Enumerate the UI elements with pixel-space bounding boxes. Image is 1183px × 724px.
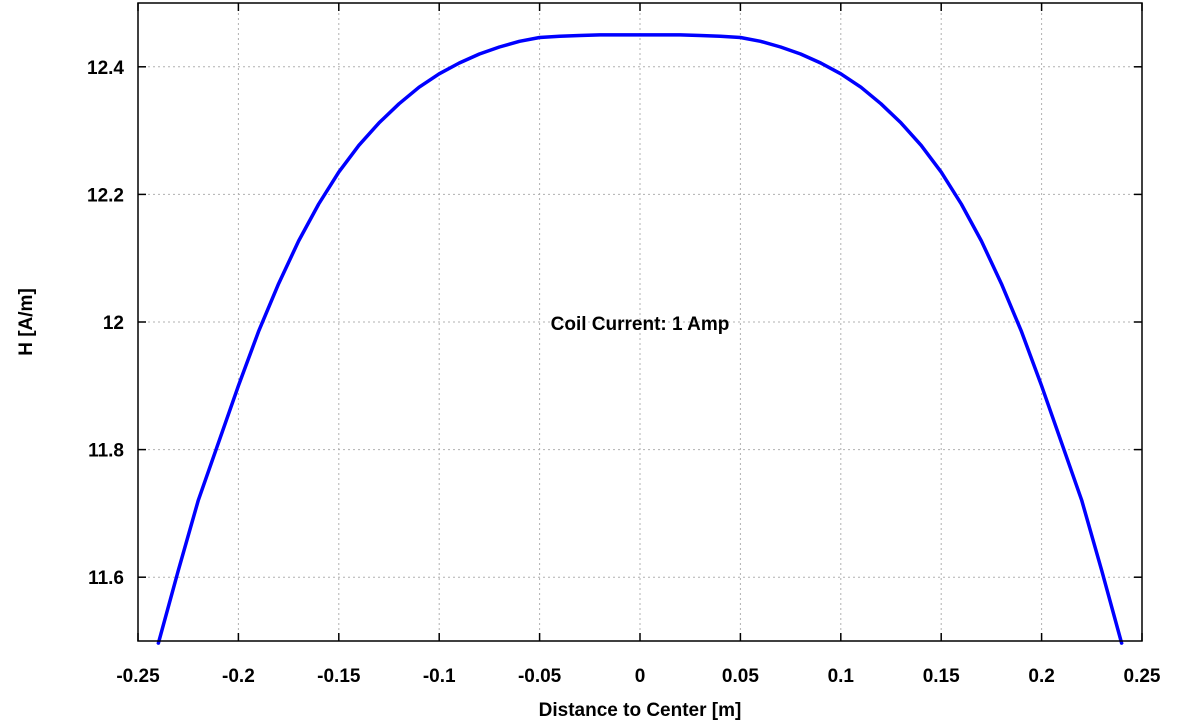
x-tick-label: -0.25 [116,666,160,687]
series-point [739,36,742,39]
x-axis-tick-labels: -0.25 -0.2 -0.15 -0.1 -0.05 0 0.05 0.1 0.15 0.2 0.… [116,666,1161,687]
series-point [980,240,983,242]
series-point [779,46,782,48]
x-tick-label: 0.1 [828,666,855,687]
series-point [840,73,842,75]
series-point [398,103,400,105]
series-point [1020,330,1023,333]
y-tick-label: 12.4 [87,58,124,79]
y-axis-label: H [A/m] [16,288,37,356]
x-tick-label: -0.1 [423,666,456,687]
series-point [759,40,762,43]
series-point [317,203,320,205]
series-point [880,103,882,105]
plot-area [156,33,1124,645]
plot-frame [137,2,1143,642]
series-point [1000,282,1003,285]
series-point [578,34,581,37]
series-point [1101,570,1103,572]
x-tick-label: 0.05 [722,666,759,687]
series-point [1040,385,1043,387]
x-axis-label: Distance to Center [m] [539,700,742,721]
series-point [177,570,179,572]
series-point [900,122,902,124]
series-point [920,144,922,147]
x-tick-label: 0 [635,666,646,687]
series-point [378,122,380,124]
series-point [699,34,702,37]
grid [138,3,1142,641]
series-point [257,330,260,333]
series-point [458,62,461,64]
series-point [819,62,822,64]
series-point [518,40,521,43]
series-point [960,203,963,205]
x-tick-label: 0.2 [1028,666,1054,687]
series-point [860,86,862,89]
series-point [197,499,200,502]
series-point [498,46,501,48]
series-point [1080,499,1083,502]
y-tick-label: 11.8 [88,441,124,462]
series-point [438,73,441,75]
series-point [719,35,722,37]
series-point [639,34,641,36]
series-point [1121,643,1123,645]
series-point [558,35,561,37]
series-point [1060,442,1063,445]
y-tick-label: 12.2 [87,185,124,206]
x-tick-label: 0.25 [1124,666,1161,687]
series-point [277,282,280,285]
series-point [619,34,621,36]
x-tick-label: -0.05 [518,666,562,687]
series-point [679,34,681,36]
series-point [659,34,661,36]
series-point [418,86,420,89]
series-point [157,643,159,645]
x-tick-label: 0.15 [923,666,960,687]
series-point [297,240,300,242]
axis-ticks [137,3,1143,641]
y-tick-label: 12 [103,313,124,334]
series-point [217,442,220,445]
series-point [237,385,240,387]
annotation-coil-current: Coil Current: 1 Amp [551,314,730,335]
x-tick-label: -0.2 [222,666,255,687]
series-point [338,171,340,173]
series-point [799,53,802,55]
series-point [478,53,481,55]
series-point [599,34,601,36]
series-point [538,36,541,39]
y-tick-label: 11.6 [88,568,124,589]
y-axis-tick-labels: 11.6 11.8 12 12.2 12.4 [87,58,124,589]
series-point [358,144,360,147]
series-point [940,171,942,173]
x-tick-label: -0.15 [317,666,361,687]
